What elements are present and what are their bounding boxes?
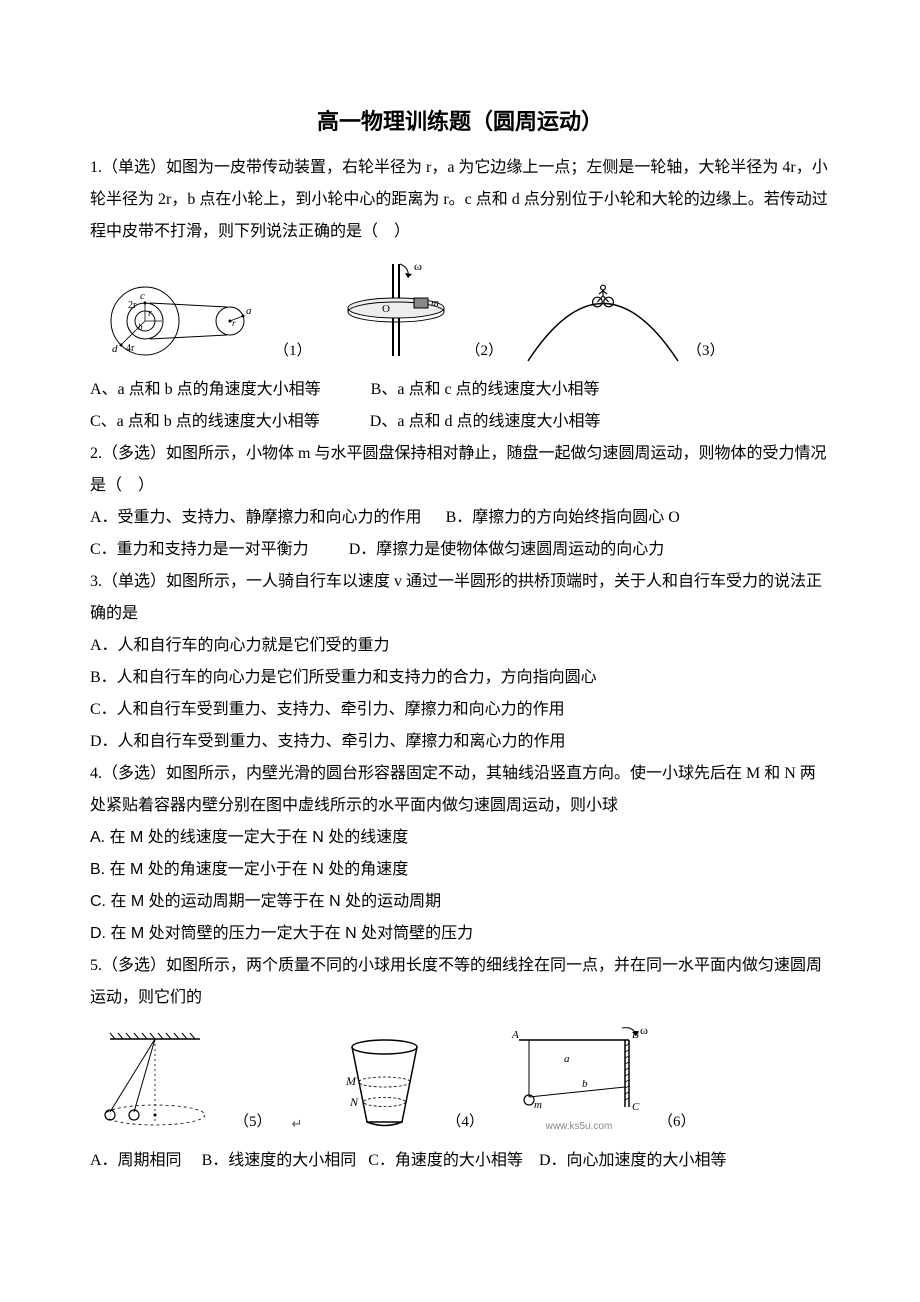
- frustum-container-diagram: M N: [322, 1027, 442, 1137]
- svg-text:r: r: [148, 308, 152, 319]
- q1-stem: 1.（单选）如图为一皮带传动装置，右轮半径为 r，a 为它边缘上一点；左侧是一轮…: [90, 152, 830, 248]
- q4-optD: D. 在 M 处对筒壁的压力一定大于在 N 处对筒壁的压力: [90, 918, 830, 950]
- figure-4-block: M N （4）: [322, 1027, 484, 1137]
- q3-optB: B．人和自行车的向心力是它们所受重力和支持力的合力，方向指向圆心: [90, 662, 830, 694]
- svg-text:B: B: [632, 1029, 639, 1041]
- q5-optC: C．角速度的大小相等: [368, 1152, 523, 1169]
- svg-text:ω: ω: [640, 1023, 648, 1037]
- rotating-rod-balls-diagram: ω A B C a: [504, 1022, 654, 1117]
- q5-optD: D．向心加速度的大小相等: [539, 1152, 727, 1169]
- svg-text:C: C: [632, 1101, 640, 1113]
- figures-row-1: r b 2r 4r c d a r （1）: [90, 256, 830, 366]
- figure-1-label: （1）: [274, 336, 312, 366]
- svg-text:m: m: [534, 1099, 542, 1111]
- svg-text:a: a: [246, 305, 252, 317]
- belt-pulley-diagram: r b 2r 4r c d a r: [90, 266, 270, 366]
- svg-text:A: A: [511, 1029, 519, 1041]
- q1-optD: D、a 点和 d 点的线速度大小相等: [370, 406, 601, 438]
- figure-3-block: （3）: [523, 266, 725, 366]
- figure-1-block: r b 2r 4r c d a r （1）: [90, 266, 312, 366]
- q2-line2: C．重力和支持力是一对平衡力 D．摩擦力是使物体做匀速圆周运动的向心力: [90, 534, 830, 566]
- q2-optD: D．摩擦力是使物体做匀速圆周运动的向心力: [349, 541, 665, 558]
- figure-5-block: （5）: [90, 1027, 272, 1137]
- q4-stem: 4.（多选）如图所示，内壁光滑的圆台形容器固定不动，其轴线沿竖直方向。使一小球先…: [90, 758, 830, 822]
- figures-row-2: （5） ↵ M N （4） ω A B: [90, 1022, 830, 1137]
- q3-optA: A．人和自行车的向心力就是它们受的重力: [90, 630, 830, 662]
- q2-optB: B．摩擦力的方向始终指向圆心 O: [446, 509, 680, 526]
- svg-text:ω: ω: [414, 259, 422, 273]
- svg-text:m: m: [431, 297, 439, 309]
- figure-6-block: ω A B C a: [504, 1022, 696, 1137]
- svg-text:N: N: [349, 1095, 359, 1109]
- figure-5-label: （5）: [234, 1107, 272, 1137]
- q3-optC: C．人和自行车受到重力、支持力、牵引力、摩擦力和向心力的作用: [90, 694, 830, 726]
- watermark-text: www.ks5u.com: [546, 1117, 613, 1137]
- q5-optA: A．周期相同: [90, 1152, 182, 1169]
- svg-text:M: M: [345, 1074, 357, 1088]
- q4-optC: C. 在 M 处的运动周期一定等于在 N 处的运动周期: [90, 886, 830, 918]
- q2-optA: A．受重力、支持力、静摩擦力和向心力的作用: [90, 509, 422, 526]
- svg-text:a: a: [564, 1053, 570, 1065]
- q5-optB: B．线速度的大小相同: [202, 1152, 357, 1169]
- svg-text:c: c: [140, 290, 145, 302]
- q2-line1: A．受重力、支持力、静摩擦力和向心力的作用 B．摩擦力的方向始终指向圆心 O: [90, 502, 830, 534]
- figure-3-label: （3）: [687, 336, 725, 366]
- q5-stem: 5.（多选）如图所示，两个质量不同的小球用长度不等的细线拴在同一点，并在同一水平…: [90, 950, 830, 1014]
- svg-text:4r: 4r: [126, 343, 135, 354]
- q1-options-row1: A、a 点和 b 点的角速度大小相等 B、a 点和 c 点的线速度大小相等: [90, 374, 830, 406]
- q3-optD: D．人和自行车受到重力、支持力、牵引力、摩擦力和离心力的作用: [90, 726, 830, 758]
- conical-pendulum-diagram: [90, 1027, 230, 1137]
- q2-stem: 2.（多选）如图所示，小物体 m 与水平圆盘保持相对静止，随盘一起做匀速圆周运动…: [90, 438, 830, 502]
- q1-optB: B、a 点和 c 点的线速度大小相等: [371, 374, 600, 406]
- q5-options: A．周期相同 B．线速度的大小相同 C．角速度的大小相等 D．向心加速度的大小相…: [90, 1145, 830, 1177]
- svg-text:r: r: [232, 318, 236, 328]
- figure-6-label: （6）: [658, 1107, 696, 1137]
- figure-2-label: （2）: [466, 336, 504, 366]
- figure-4-label: （4）: [446, 1107, 484, 1137]
- q1-optA: A、a 点和 b 点的角速度大小相等: [90, 374, 321, 406]
- page-title: 高一物理训练题（圆周运动）: [90, 100, 830, 144]
- svg-text:O: O: [382, 303, 390, 315]
- enter-mark: ↵: [292, 1111, 303, 1137]
- figure-2-block: ω O m （2）: [332, 256, 504, 366]
- svg-text:d: d: [112, 343, 118, 355]
- svg-text:b: b: [582, 1078, 588, 1090]
- q2-optC: C．重力和支持力是一对平衡力: [90, 541, 309, 558]
- rotating-disk-diagram: ω O m: [332, 256, 462, 366]
- q4-optB: B. 在 M 处的角速度一定小于在 N 处的角速度: [90, 854, 830, 886]
- arch-bridge-diagram: [523, 266, 683, 366]
- q1-options-row2: C、a 点和 b 点的线速度大小相等 D、a 点和 d 点的线速度大小相等: [90, 406, 830, 438]
- q4-optA: A. 在 M 处的线速度一定大于在 N 处的线速度: [90, 822, 830, 854]
- q1-optC: C、a 点和 b 点的线速度大小相等: [90, 406, 320, 438]
- svg-text:2r: 2r: [128, 300, 137, 311]
- q3-stem: 3.（单选）如图所示，一人骑自行车以速度 v 通过一半圆形的拱桥顶端时，关于人和…: [90, 566, 830, 630]
